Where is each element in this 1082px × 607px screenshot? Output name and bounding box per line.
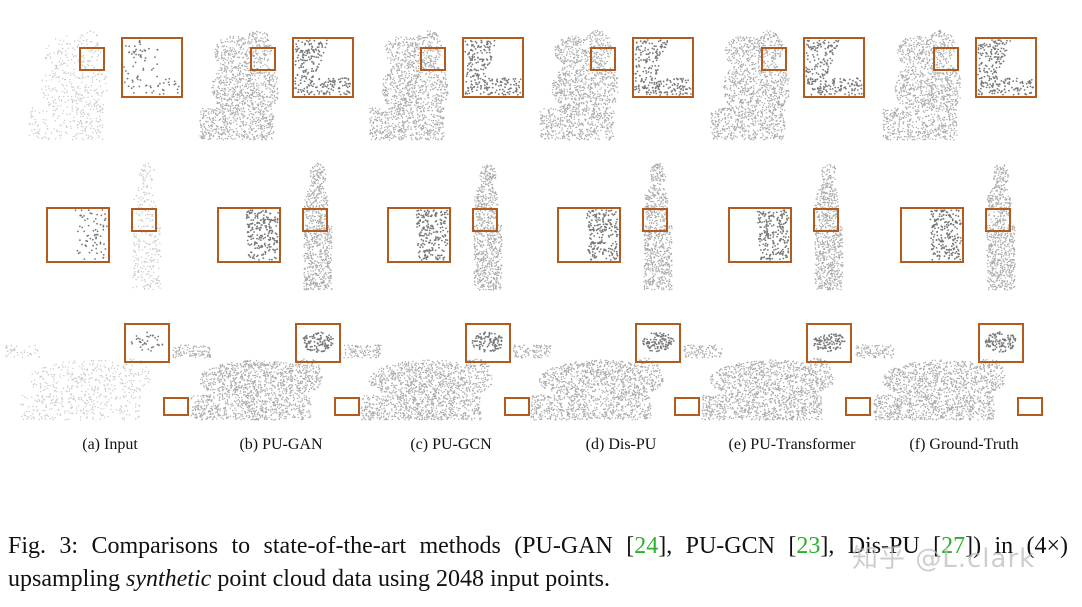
inset-marker [642,208,668,232]
zoom-points [984,331,1017,353]
figure-caption: Fig. 3: Comparisons to state-of-the-art … [8,530,1068,596]
inset-marker [131,208,157,232]
zoom-points [805,39,863,96]
zoom-box [803,37,865,98]
zoom-points [585,209,619,261]
zoom-box [217,207,281,263]
citation-link-1[interactable]: 24 [634,533,658,559]
point-cloud-figure [814,164,844,291]
zoom-points [302,331,334,353]
zoom-points [130,331,164,352]
inset-marker [1017,397,1043,416]
inset-marker [590,47,616,71]
zoom-box [728,207,792,263]
zoom-points [123,39,180,96]
zoom-points [464,39,522,96]
watermark: 知乎 @L.clark [852,538,1035,575]
citation-link-2[interactable]: 23 [796,533,820,559]
zoom-box [900,207,964,263]
zoom-box [806,323,852,363]
caption-text-4: ]) in (4×) upsampling [8,533,1068,592]
point-cloud-figure [986,164,1016,291]
point-cloud-leopard [683,344,834,421]
point-cloud-leopard [513,344,664,421]
inset-marker [420,47,446,71]
point-cloud-leopard [4,344,151,421]
column-label: (c) PU-GCN [366,436,536,454]
point-cloud-figure [473,164,503,291]
point-cloud-leopard [343,344,493,421]
inset-marker [250,47,276,71]
caption-text-1: Fig. 3: Comparisons to state-of-the-art … [8,533,634,559]
point-cloud-dragon [882,29,961,141]
point-cloud-leopard [172,344,323,421]
inset-marker [504,397,530,416]
column-label: (f) Ground-Truth [879,436,1049,454]
zoom-box [557,207,621,263]
zoom-points [642,332,675,353]
zoom-box [295,323,341,363]
point-cloud-figure [643,163,673,291]
zoom-points [415,209,449,261]
inset-marker [302,208,328,232]
zoom-points [756,209,790,261]
inset-marker [845,397,871,416]
point-cloud-dragon [28,30,108,141]
point-cloud-figure [303,162,333,291]
inset-marker [472,208,498,232]
zoom-points [294,39,351,96]
caption-text-3: ], Dis-PU [ [820,533,941,559]
point-cloud-dragon [710,30,790,141]
zoom-box [978,323,1024,363]
inset-marker [813,208,839,232]
point-cloud-dragon [539,29,619,141]
zoom-box [465,323,511,363]
zoom-box [462,37,524,98]
zoom-points [471,331,503,353]
zoom-points [245,209,279,261]
zoom-box [387,207,451,263]
zoom-points [977,39,1034,96]
comparison-figure [4,29,1043,421]
inset-marker [933,47,959,71]
zoom-points [634,39,692,96]
zoom-points [813,333,846,353]
column-label: (a) Input [25,436,195,454]
inset-marker [985,208,1011,232]
caption-italic: synthetic [126,566,211,592]
inset-marker [334,397,360,416]
zoom-box [635,323,681,363]
zoom-points [929,209,962,261]
caption-text-2: ], PU-GCN [ [658,533,796,559]
zoom-box [975,37,1037,98]
zoom-box [292,37,354,98]
column-label: (d) Dis-PU [536,436,706,454]
column-label: (e) PU-Transformer [707,436,877,454]
citation-link-3[interactable]: 27 [941,533,965,559]
inset-marker [674,397,700,416]
point-cloud-dragon [199,30,279,141]
inset-marker [761,47,787,71]
zoom-box [124,323,170,363]
zoom-box [46,207,110,263]
zoom-box [632,37,694,98]
inset-marker [79,47,105,71]
zoom-points [74,209,108,260]
point-cloud-leopard [855,344,1006,421]
point-cloud-figure [132,162,162,291]
caption-text-5: point cloud data using 2048 input points… [211,566,610,592]
zoom-box [121,37,183,98]
inset-marker [163,397,189,416]
column-label: (b) PU-GAN [196,436,366,454]
point-cloud-dragon [369,30,449,141]
